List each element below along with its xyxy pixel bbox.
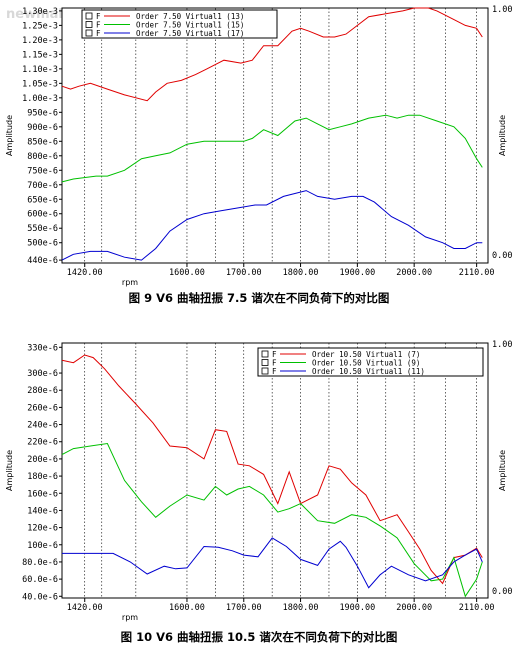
legend-marker: F — [272, 367, 277, 376]
legend-marker: F — [96, 12, 101, 21]
x-tick-label: 1420.00 — [67, 603, 103, 613]
legend-checkbox — [261, 359, 269, 366]
y-tick-label: 600e-6 — [27, 210, 58, 220]
y-tick-label: 330e-6 — [27, 343, 58, 353]
y-tick-label: 900e-6 — [27, 123, 58, 133]
x-tick-label: 1420.00 — [67, 268, 103, 278]
legend-label: Order 10.50 Virtual1 (7) — [312, 350, 420, 359]
legend-marker: F — [96, 29, 101, 38]
y-tick-label: 650e-6 — [27, 195, 58, 205]
legend-marker: F — [272, 350, 277, 359]
y-tick-label: 200e-6 — [27, 455, 58, 465]
y-tick-label: 280e-6 — [27, 386, 58, 396]
y-tick-label: 800e-6 — [27, 152, 58, 162]
y-tick-label: 950e-6 — [27, 108, 58, 118]
legend: F Order 10.50 Virtual1 (7) F Order 10.50 Vi… — [257, 347, 484, 377]
y-tick-label: 1.30e-3 — [22, 7, 58, 17]
x-tick-label: 1900.00 — [339, 268, 375, 278]
x-tick-label: 1700.00 — [226, 268, 262, 278]
y-tick-label: 120e-6 — [27, 524, 58, 534]
series-line — [61, 442, 483, 598]
series-line — [61, 7, 483, 102]
right-axis-bottom-label: 0.00 — [492, 587, 512, 597]
y-tick-label: 1.00e-3 — [22, 94, 58, 104]
series-line — [62, 537, 483, 589]
y-tick-label: 1.15e-3 — [22, 50, 58, 60]
y-tick-label: 700e-6 — [27, 181, 58, 191]
legend-checkbox — [85, 12, 93, 20]
x-axis-label: rpm — [122, 278, 138, 287]
x-tick-label: 2110.00 — [459, 603, 495, 613]
x-tick-label: 1900.00 — [339, 603, 375, 613]
legend-marker: F — [272, 359, 277, 368]
y2-axis-label: Amplitude — [498, 450, 507, 491]
y-tick-label: 60.0e-6 — [22, 575, 58, 585]
grid-lines — [84, 8, 477, 263]
plot-frame — [61, 342, 489, 599]
x-tick-label: 1600.00 — [169, 268, 205, 278]
y-tick-label: 1.20e-3 — [22, 36, 58, 46]
y-tick-label: 220e-6 — [27, 438, 58, 448]
right-axis-top-label: 1.00 — [492, 340, 512, 350]
y-tick-label: 80.0e-6 — [22, 558, 58, 568]
y-tick-label: 1.25e-3 — [22, 21, 58, 31]
y-tick-label: 500e-6 — [27, 239, 58, 249]
series-line — [61, 354, 483, 585]
y-tick-label: 180e-6 — [27, 472, 58, 482]
right-axis-bottom-label: 0.00 — [492, 251, 512, 261]
plot-frame — [61, 7, 489, 264]
y-tick-label: 750e-6 — [27, 166, 58, 176]
y-tick-label: 140e-6 — [27, 506, 58, 516]
legend-label: Order 10.50 Virtual1 (9) — [312, 359, 420, 368]
x-tick-label: 1700.00 — [226, 603, 262, 613]
legend-checkbox — [85, 21, 93, 28]
y-tick-label: 440e-6 — [27, 256, 58, 266]
y-tick-label: 850e-6 — [27, 137, 58, 147]
y-tick-label: 240e-6 — [27, 421, 58, 431]
x-tick-label: 1800.00 — [283, 268, 319, 278]
figure-caption: 图 9 V6 曲轴扭振 7.5 谐次在不同负荷下的对比图 — [129, 291, 390, 305]
legend: F Order 7.50 Virtual1 (13) F Order 7.50 Vir… — [81, 9, 278, 39]
legend-label: Order 7.50 Virtual1 (13) — [136, 12, 244, 21]
x-tick-label: 1800.00 — [283, 603, 319, 613]
legend-marker: F — [96, 21, 101, 30]
legend-label: Order 7.50 Virtual1 (17) — [136, 29, 244, 38]
series-line — [61, 114, 483, 183]
y-axis-label: Amplitude — [5, 115, 14, 156]
legend-checkbox — [85, 29, 93, 37]
y-tick-label: 300e-6 — [27, 369, 58, 379]
x-tick-label: 2000.00 — [396, 268, 432, 278]
x-axis-label: rpm — [122, 613, 138, 622]
legend-checkbox — [261, 367, 269, 375]
y-axis-label: Amplitude — [5, 450, 14, 491]
chart-9: 1420.00 1600.00 1700.00 1800.00 1900.00 2000.… — [5, 5, 512, 305]
y-tick-label: 260e-6 — [27, 403, 58, 413]
x-tick-label: 2000.00 — [396, 603, 432, 613]
x-tick-label: 2110.00 — [459, 268, 495, 278]
y-tick-label: 1.05e-3 — [22, 79, 58, 89]
y-tick-label: 40.0e-6 — [22, 592, 58, 602]
chart-10: 1420.00 1600.00 1700.00 1800.00 1900.00 2000.… — [5, 340, 512, 644]
y2-axis-label: Amplitude — [498, 115, 507, 156]
legend-label: Order 7.50 Virtual1 (15) — [136, 21, 244, 30]
y-tick-label: 100e-6 — [27, 541, 58, 551]
legend-checkbox — [261, 350, 269, 358]
legend-label: Order 10.50 Virtual1 (11) — [312, 367, 425, 376]
x-tick-label: 1600.00 — [169, 603, 205, 613]
y-tick-label: 1.10e-3 — [22, 65, 58, 75]
grid-lines — [84, 343, 477, 598]
figure-caption: 图 10 V6 曲轴扭振 10.5 谐次在不同负荷下的对比图 — [121, 630, 398, 644]
series-line — [61, 190, 483, 261]
right-axis-top-label: 1.00 — [492, 5, 512, 15]
y-tick-label: 550e-6 — [27, 224, 58, 234]
y-tick-label: 160e-6 — [27, 489, 58, 499]
